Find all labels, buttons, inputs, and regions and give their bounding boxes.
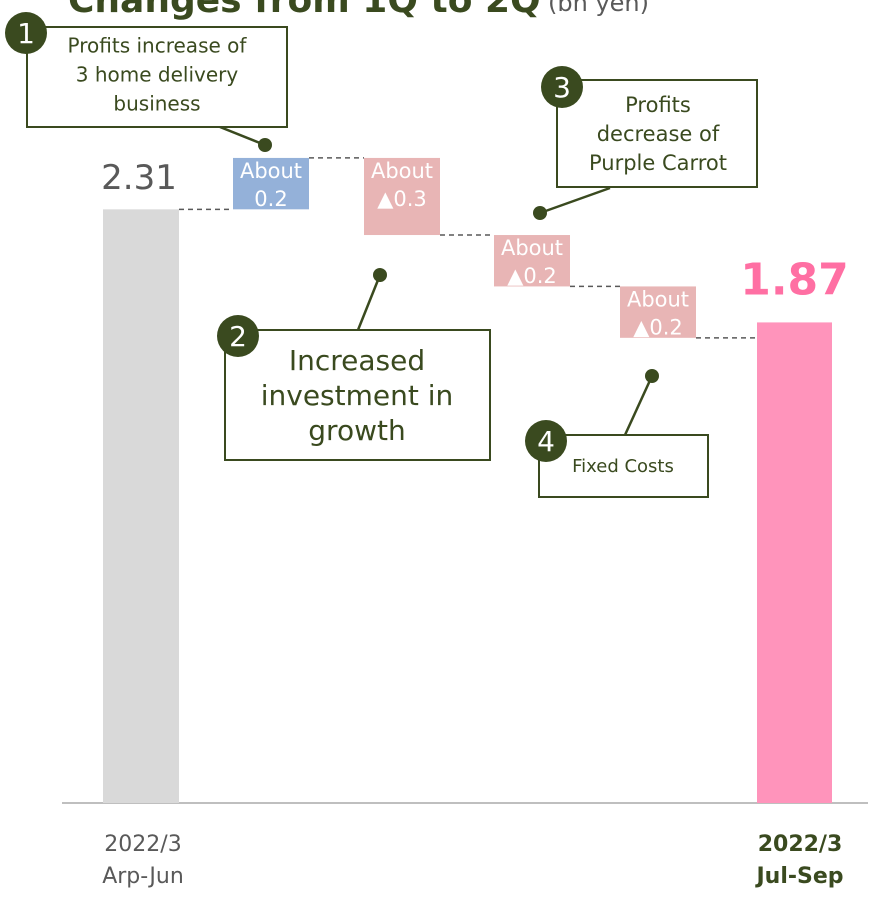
annotation-box [224,329,491,461]
x-tick-label: Jul-Sep [754,864,843,889]
annotation-number: 3 [553,71,571,104]
total-label: 2.31 [101,158,177,198]
annotation-text: decrease of [597,122,720,146]
pointer-dot [533,206,547,220]
annotation-badge [217,315,259,357]
chart-title: Changes from 1Q to 2Q [68,0,541,21]
annotation-text: Increased [289,344,425,377]
pointer [623,375,654,436]
annotation-badge [5,12,47,54]
annotation-text: business [113,92,200,116]
step-bar [364,157,440,236]
step-label: ▲0.3 [377,187,427,211]
annotation-text: Purple Carrot [589,151,727,175]
pointer [219,125,266,147]
annotation-number: 2 [229,320,247,353]
pointer-dot [258,138,272,152]
step-label: About [627,287,689,311]
pointer [539,186,611,215]
annotation-box [26,26,288,128]
x-tick-label: Arp-Jun [102,864,184,889]
step-label: 0.2 [254,187,287,211]
annotation-text: Fixed Costs [572,456,674,477]
step-bar [620,286,696,338]
step-label: ▲0.2 [633,315,683,339]
step-label: ▲0.2 [507,264,557,288]
annotation-badge [525,420,567,462]
annotation-box [556,79,758,188]
pointer-dot [645,369,659,383]
annotation-text: investment in [261,379,454,412]
pointer [356,274,382,331]
annotation-text: 3 home delivery [76,63,239,87]
annotation-number: 1 [17,17,35,50]
annotation-text: Profits [625,93,691,117]
total-bar [103,209,179,803]
x-tick-label: 2022/3 [758,832,843,857]
chart-subtitle: (bn yen) [548,0,649,17]
annotation-number: 4 [537,425,555,458]
annotation-badge [541,66,583,108]
step-bar [233,157,309,210]
step-bar [494,235,570,287]
total-bar [757,322,832,803]
x-tick-label: 2022/3 [104,832,181,857]
pointer-dot [373,268,387,282]
step-label: About [240,159,302,183]
step-label: About [501,236,563,260]
annotation-text: growth [308,414,405,447]
annotation-box [538,434,709,498]
total-label: 1.87 [740,254,849,305]
step-label: About [371,159,433,183]
annotation-text: Profits increase of [68,34,248,58]
